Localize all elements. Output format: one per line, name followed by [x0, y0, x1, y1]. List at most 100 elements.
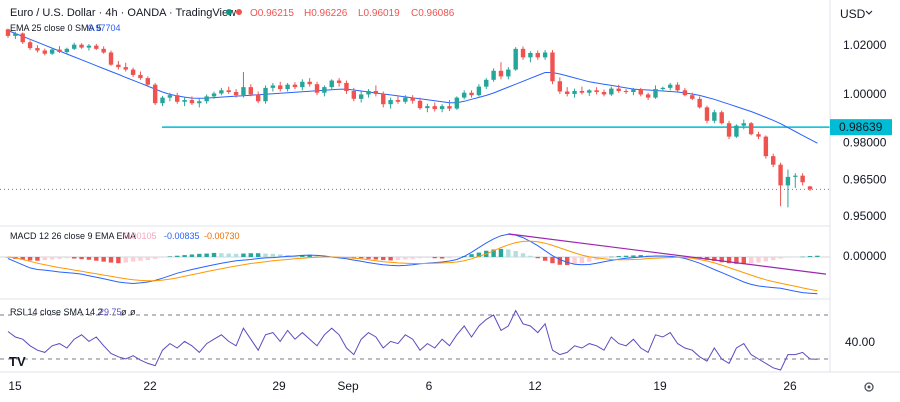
ema-indicator-label[interactable]: EMA 25 close 0 SMA 5 [10, 23, 102, 33]
candle[interactable] [278, 85, 283, 90]
candle[interactable] [270, 85, 276, 88]
candle[interactable] [366, 91, 371, 95]
candle[interactable] [20, 33, 25, 43]
candle[interactable] [373, 91, 379, 94]
candle[interactable] [167, 95, 173, 98]
candle[interactable] [130, 69, 136, 75]
candle[interactable] [5, 29, 11, 36]
candle[interactable] [64, 48, 70, 52]
candle[interactable] [660, 87, 666, 90]
candle[interactable] [461, 92, 467, 98]
candle[interactable] [86, 45, 92, 48]
candle[interactable] [27, 42, 33, 49]
candle[interactable] [13, 33, 18, 36]
candle[interactable] [248, 87, 254, 95]
symbol-title[interactable]: Euro / U.S. Dollar · 4h · OANDA · Tradin… [10, 7, 236, 19]
candle[interactable] [395, 100, 401, 102]
candle[interactable] [42, 50, 47, 54]
candle[interactable] [116, 64, 121, 68]
rsi-line[interactable] [7, 309, 818, 371]
candle[interactable] [778, 164, 783, 186]
candle[interactable] [263, 87, 268, 102]
candle[interactable] [638, 89, 643, 95]
candle[interactable] [285, 84, 290, 90]
time-axis[interactable]: 15 22 29 Sep 6 12 19 26 [8, 379, 797, 393]
candle[interactable] [542, 52, 548, 58]
macd-trend-line[interactable] [508, 233, 827, 275]
candle[interactable] [358, 94, 364, 99]
candle[interactable] [241, 87, 246, 96]
candle[interactable] [601, 92, 607, 95]
price-pane[interactable] [0, 28, 830, 208]
candle[interactable] [57, 49, 62, 52]
candle[interactable] [344, 82, 349, 92]
candle[interactable] [682, 90, 688, 96]
candle[interactable] [557, 81, 563, 92]
macd-pane[interactable] [0, 233, 830, 295]
candle[interactable] [233, 92, 239, 96]
candle[interactable] [94, 45, 99, 49]
macd-label[interactable]: MACD 12 26 close 9 EMA EMA [10, 231, 136, 241]
candle[interactable] [49, 49, 55, 54]
candle[interactable] [108, 52, 114, 65]
chevron-down-icon[interactable] [865, 10, 873, 15]
candle[interactable] [550, 52, 555, 82]
candle[interactable] [72, 44, 77, 49]
candle[interactable] [564, 91, 570, 94]
candle[interactable] [763, 136, 769, 157]
candle[interactable] [226, 90, 231, 92]
candle[interactable] [587, 90, 592, 93]
candle[interactable] [697, 98, 702, 108]
candle[interactable] [79, 44, 84, 48]
candle[interactable] [381, 93, 386, 105]
ema-line[interactable] [7, 30, 818, 144]
candle[interactable] [498, 70, 504, 77]
level-price-tag[interactable] [830, 119, 892, 136]
candle[interactable] [476, 86, 482, 96]
candle[interactable] [506, 69, 511, 77]
candle[interactable] [292, 84, 298, 88]
candle[interactable] [307, 81, 312, 85]
candle[interactable] [793, 175, 798, 177]
candle[interactable] [535, 52, 540, 58]
candle[interactable] [388, 100, 393, 105]
candle[interactable] [609, 88, 614, 95]
candle[interactable] [175, 95, 180, 102]
candle[interactable] [336, 80, 342, 83]
candle[interactable] [748, 123, 754, 135]
candle[interactable] [645, 94, 651, 98]
tradingview-logo[interactable]: TV [9, 354, 26, 369]
candle[interactable] [123, 67, 128, 70]
gear-icon[interactable] [864, 382, 874, 392]
candle[interactable] [756, 134, 761, 137]
candle[interactable] [329, 80, 334, 88]
candle[interactable] [322, 87, 327, 93]
candle[interactable] [616, 88, 621, 92]
candle[interactable] [219, 90, 224, 94]
candle[interactable] [182, 100, 187, 102]
price-axis[interactable]: 1.02000 1.00000 0.98000 0.96500 0.95000 0.986… [830, 38, 892, 223]
candle[interactable] [800, 175, 805, 183]
candle[interactable] [579, 91, 585, 93]
candle[interactable] [807, 186, 813, 190]
candle[interactable] [469, 92, 474, 96]
candle[interactable] [712, 112, 717, 121]
candle[interactable] [300, 81, 305, 88]
candle[interactable] [417, 100, 423, 109]
candle[interactable] [594, 90, 599, 92]
candle[interactable] [690, 95, 695, 99]
candle[interactable] [719, 112, 724, 124]
candle[interactable] [771, 156, 776, 165]
candle[interactable] [513, 48, 518, 70]
candle[interactable] [491, 70, 496, 80]
candle[interactable] [160, 97, 165, 104]
rsi-pane[interactable] [0, 309, 830, 371]
candle[interactable] [447, 106, 452, 109]
candle[interactable] [204, 96, 209, 102]
candle[interactable] [432, 106, 437, 110]
candle[interactable] [623, 91, 629, 93]
candle[interactable] [211, 93, 217, 97]
candle[interactable] [528, 52, 533, 58]
candle[interactable] [35, 48, 40, 51]
